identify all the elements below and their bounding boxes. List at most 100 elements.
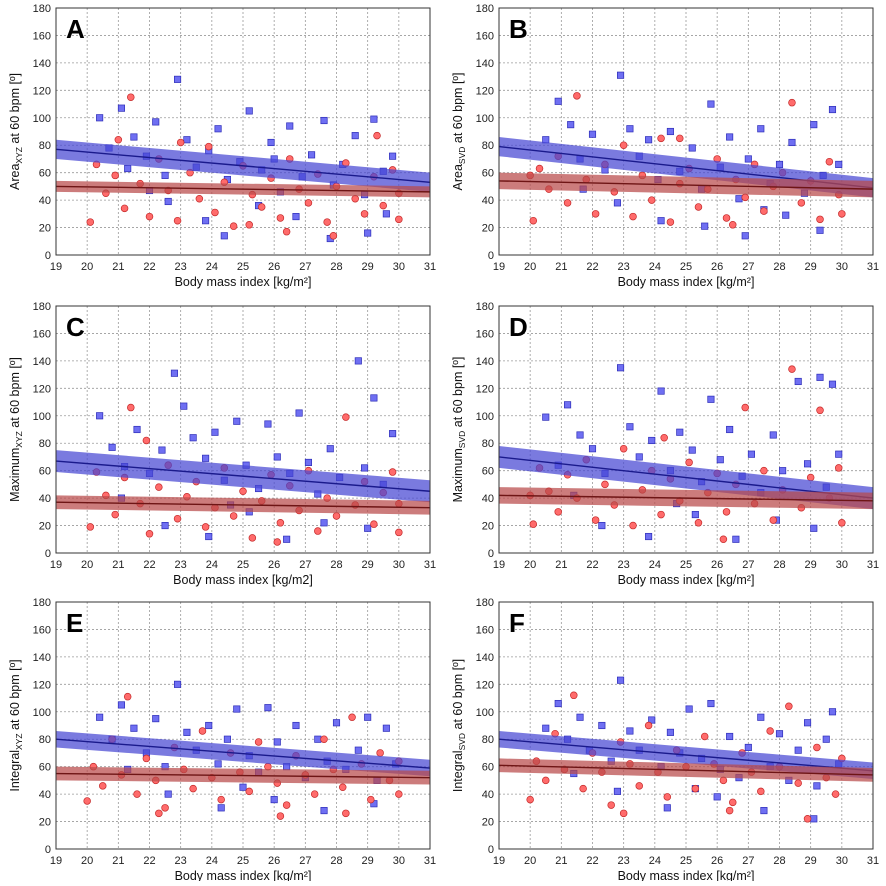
panel-d-red-point	[591, 516, 600, 524]
panel-d-y-tick-label: 80	[482, 438, 494, 450]
panel-d-red-point	[554, 508, 562, 516]
panel-d-y-tick-label: 180	[476, 301, 494, 313]
panel-b-x-tick-label: 19	[493, 261, 505, 273]
panel-d-blue-point	[716, 456, 724, 464]
panel-f-x-tick-label: 26	[711, 855, 723, 867]
panel-b-x-tick-label: 22	[586, 261, 598, 273]
panel-a-red-point	[173, 216, 182, 225]
panel-f-blue-point	[744, 743, 752, 752]
panel-e-red-point	[376, 749, 384, 757]
panel-f-x-tick-label: 19	[493, 855, 505, 867]
panel-e-y-tick-label: 160	[33, 624, 51, 636]
panel-f-red-point	[619, 809, 628, 818]
panel-f-blue-point	[828, 708, 837, 716]
panel-b-blue-point	[666, 127, 674, 136]
panel-e-blue-point	[292, 721, 300, 730]
panel-b-blue-point	[707, 100, 715, 108]
panel-f-red-point	[785, 702, 793, 711]
panel-a-red-point	[245, 221, 253, 229]
panel-c-blue-point	[389, 430, 397, 438]
panel-e-blue-point	[223, 735, 231, 743]
panel-b-x-tick-label: 28	[773, 261, 785, 273]
panel-c-blue-point	[108, 443, 116, 451]
panel-b-x-tick-label: 25	[680, 261, 692, 273]
panel-b-red-point	[647, 196, 656, 204]
panel-c-x-tick-label: 28	[330, 559, 342, 571]
panel-b-red-point	[535, 164, 544, 173]
panel-e-blue-point	[130, 724, 138, 732]
panel-b-x-tick-label: 27	[742, 261, 754, 273]
panel-f-blue-point	[794, 746, 802, 754]
panel-a-blue-point	[308, 151, 316, 159]
panel-d-blue-point	[794, 377, 802, 386]
panel-b-x-tick-label: 21	[555, 261, 567, 273]
panel-d-blue-point	[645, 532, 653, 541]
panel-a-red-point	[195, 194, 204, 203]
panel-d-blue-point	[769, 431, 777, 439]
panel-a-red-point	[211, 208, 219, 217]
panel-f-x-tick-label: 20	[524, 855, 536, 867]
panel-e-x-tick-label: 25	[237, 855, 249, 867]
panel-f-blue-point	[757, 713, 765, 721]
panel-b-blue-point	[816, 226, 824, 234]
panel-c-blue-point	[133, 425, 141, 434]
panel-a-y-tick-label: 60	[39, 168, 51, 180]
panel-d-red-point	[816, 406, 824, 415]
panel-c-y-tick-label: 40	[39, 493, 51, 505]
panel-e-x-tick-label: 23	[175, 855, 187, 867]
panel-f-blue-point	[663, 804, 671, 812]
panel-b-red-point	[760, 207, 768, 215]
panel-f-red-point	[700, 732, 709, 741]
panel-b-label: B	[509, 14, 528, 44]
panel-e-red-point	[342, 809, 350, 818]
panel-e-y-tick-label: 0	[45, 844, 51, 856]
panel-a-red-point	[127, 93, 135, 101]
panel-d-y-axis-label-sub: SVD	[457, 431, 467, 448]
panel-e-x-tick-label: 20	[81, 855, 93, 867]
panel-a-red-point	[351, 194, 359, 203]
panel-d-y-tick-label: 160	[476, 328, 494, 340]
panel-f-blue-point	[685, 705, 693, 713]
panel-d-red-point	[694, 519, 703, 527]
panel-a-blue-point	[124, 165, 132, 173]
panel-e-red-point	[254, 738, 263, 746]
panel-f-red-point	[794, 779, 802, 787]
panel-b-red-point	[629, 212, 637, 221]
panel-a-red-point	[120, 204, 129, 213]
panel-f-red-point	[725, 806, 734, 815]
panel-a-y-tick-label: 140	[33, 58, 51, 70]
panel-d-blue-point	[576, 431, 584, 439]
panel-f-y-axis-label-main: Integral	[451, 750, 465, 792]
panel-c-blue-point	[158, 446, 166, 454]
panel-a-x-axis-label: Body mass index [kg/m²]	[175, 275, 312, 289]
panel-c-red-point	[127, 403, 135, 412]
panel-b-blue-point	[782, 211, 790, 219]
panel-e: 19 20 21 22 23 24 25 26 27 28 29 30 31 0 20 40 60 80 100 12…	[8, 597, 436, 883]
panel-a-frame	[55, 7, 431, 256]
panel-c-y-axis-label-main: Maximum	[8, 448, 22, 502]
panel-b-y-axis-label-main: Area	[451, 164, 465, 190]
panel-f-y-tick-label: 100	[476, 707, 494, 719]
panel-b-blue-point	[626, 125, 634, 133]
panel-d-blue-point	[747, 450, 756, 458]
panel-d-blue-fit-line	[498, 456, 874, 499]
panel-c-blue-point	[202, 454, 210, 462]
panel-f-red-point	[526, 795, 534, 804]
panel-c-blue-point	[364, 524, 372, 532]
panel-f-red-point	[813, 743, 821, 752]
panel-e-red-point	[142, 754, 151, 763]
panel-e-blue-point	[382, 724, 390, 732]
panel-c-red-point	[388, 468, 397, 476]
panel-d-red-point	[660, 433, 668, 442]
panel-d-blue-point	[616, 364, 625, 372]
panel-d-red-point	[788, 365, 796, 373]
panel-b-blue-point	[701, 222, 709, 230]
panel-d-red-point	[719, 535, 728, 544]
panel-a-red-point	[304, 199, 313, 207]
panel-b-y-tick-label: 40	[482, 195, 494, 207]
panel-d-y-tick-label: 140	[476, 356, 494, 368]
panel-f-blue-point	[803, 719, 812, 727]
panel-e-red-point	[133, 790, 141, 798]
panel-d-blue-point	[691, 511, 699, 519]
panel-f-red-point	[803, 815, 812, 823]
